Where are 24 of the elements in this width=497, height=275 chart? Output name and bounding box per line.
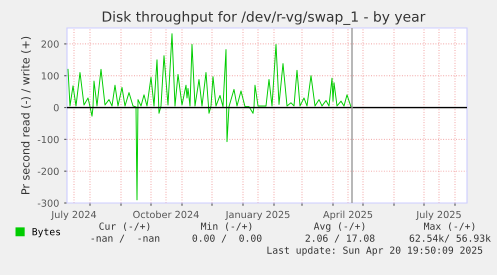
y-tick-label: -200	[38, 168, 59, 176]
text: Avg (-/+)	[314, 222, 364, 232]
text: 2.06 / 17.08	[306, 234, 374, 243]
text: Max (-/+)	[424, 222, 474, 231]
x-tick-label: July 2025	[416, 210, 461, 220]
chart-title: Disk throughput for /dev/r-vg/swap_1 - by year	[102, 11, 426, 25]
y-tick-label: 200	[42, 40, 59, 48]
text: 62.54k/ 56.93k	[410, 234, 491, 243]
y-tick-label: -300	[38, 199, 59, 207]
x-tick-label: April 2025	[323, 210, 372, 220]
line-series	[68, 33, 352, 200]
text: Cur (-/+)	[99, 222, 150, 231]
x-tick-label: January 2025	[225, 210, 290, 220]
y-tick-label: -100	[38, 136, 59, 144]
x-tick-label: October 2024	[133, 210, 199, 218]
y-tick-label: 100	[42, 72, 59, 80]
y-tick-label: 0	[54, 104, 59, 112]
legend-label: Bytes	[32, 228, 60, 238]
text: -nan / -nan	[92, 234, 160, 243]
y-axis-title: Pr second read (-) / write (+)	[20, 36, 31, 194]
text: 0.00 / 0.00	[192, 234, 262, 243]
text: Last update: Sun Apr 20 19:50:09 2025	[267, 246, 482, 256]
text: Min (-/+)	[201, 222, 252, 231]
x-tick-label: July 2024	[50, 210, 96, 220]
